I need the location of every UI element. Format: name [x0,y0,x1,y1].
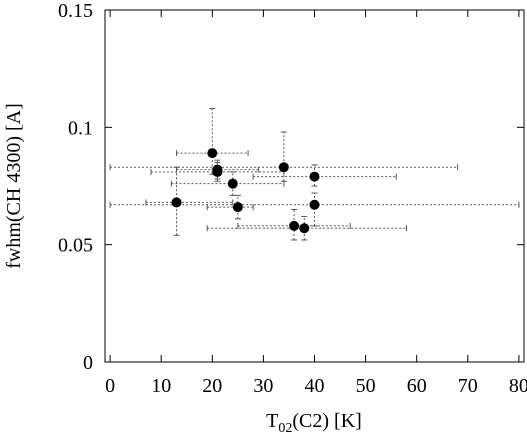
data-point [309,199,320,210]
error-bars [109,108,520,241]
data-point [207,148,218,159]
data-point [309,171,320,182]
error-bar [170,171,285,196]
x-tick-label: 20 [202,375,222,397]
y-tick-label: 0.15 [58,0,93,22]
data-point [278,162,289,173]
error-bar [252,164,397,187]
x-tick-label: 0 [105,375,115,397]
x-tick-label: 60 [407,375,427,397]
error-bar [206,194,254,220]
data-point [212,166,223,177]
y-tick-label: 0.05 [58,235,93,257]
y-tick-label: 0 [83,352,93,374]
data-points [171,148,320,234]
x-tick-label: 50 [356,375,376,397]
axis-ticks: 0 10 20 30 40 50 60 70 80 0 0.05 0.1 0.15 [58,0,527,397]
data-point [289,220,300,231]
data-point [232,202,243,213]
x-axis-label: T02(C2) [K] [266,410,362,434]
x-tick-label: 10 [151,375,171,397]
error-bar [206,216,407,241]
data-point [171,197,182,208]
x-tick-label: 30 [253,375,273,397]
x-tick-label: 80 [509,375,527,397]
x-tick-label: 70 [458,375,478,397]
error-bar [145,166,234,236]
error-bar [176,108,249,175]
y-tick-label: 0.1 [68,117,93,139]
data-point [227,178,238,189]
y-axis-label: fwhm(CH 4300) [A] [3,103,25,269]
data-point [299,223,310,234]
x-tick-label: 40 [305,375,325,397]
